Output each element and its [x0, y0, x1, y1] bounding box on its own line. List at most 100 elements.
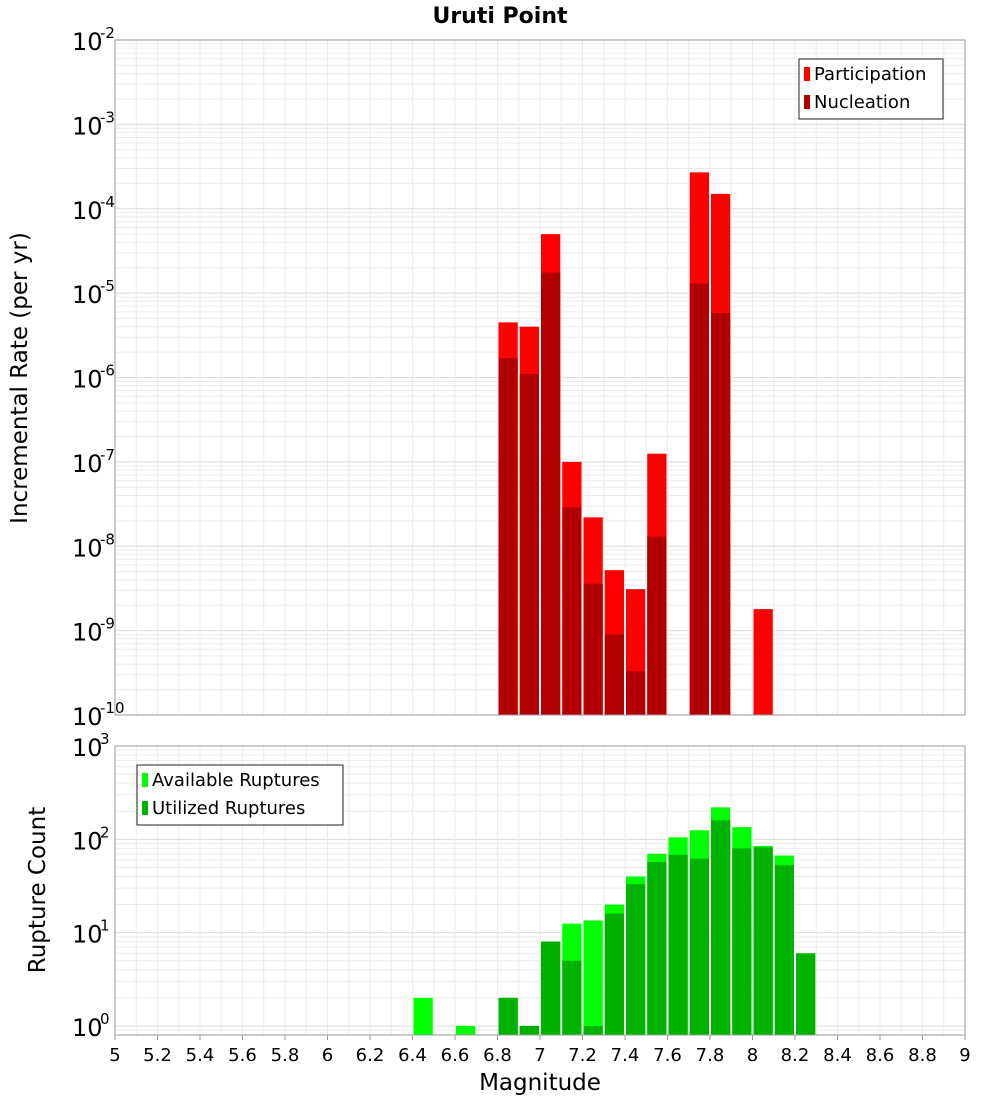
legend-box [136, 764, 344, 826]
y-tick-label: 10 [72, 197, 103, 225]
x-tick-label: 8 [747, 1045, 758, 1066]
x-tick-label: 6.6 [441, 1045, 470, 1066]
x-tick-label: 5.2 [143, 1045, 172, 1066]
nucleation-bar [626, 671, 646, 715]
y-tick-label: 10 [72, 921, 103, 949]
y-tick-label: 10 [72, 281, 103, 309]
x-tick-label: 7.8 [696, 1045, 725, 1066]
bottom-legend: Available Ruptures Utilized Ruptures [136, 764, 344, 826]
available-ruptures-bar [583, 920, 603, 1035]
available-ruptures-bar [456, 1025, 476, 1035]
nucleation-bar [498, 358, 518, 715]
legend-label: Available Ruptures [152, 770, 320, 791]
bottom-y-axis-label: Rupture Count [25, 807, 51, 973]
x-tick-label: 6 [322, 1045, 333, 1066]
nucleation-bar [519, 374, 539, 715]
top-y-axis-label: Incremental Rate (per yr) [7, 232, 33, 524]
legend-swatch [804, 67, 810, 81]
utilized-ruptures-bar [796, 953, 816, 1035]
y-tick-exponent: 0 [100, 1010, 110, 1028]
y-tick-label: 10 [72, 450, 103, 478]
x-tick-label: 5 [109, 1045, 120, 1066]
top-grid [114, 39, 966, 716]
utilized-ruptures-bar [689, 858, 709, 1035]
y-tick-exponent: 3 [100, 730, 110, 748]
x-tick-label: 6.4 [398, 1045, 427, 1066]
x-axis-label: Magnitude [479, 1070, 601, 1096]
y-tick-exponent: -7 [100, 446, 115, 464]
nucleation-bar [647, 536, 667, 715]
utilized-ruptures-bar [711, 820, 731, 1035]
y-tick-label: 10 [72, 112, 103, 140]
utilized-ruptures-bar [519, 1025, 539, 1035]
bottom-grid [114, 745, 966, 1036]
x-tick-label: 7 [534, 1045, 545, 1066]
top-bars [498, 172, 773, 715]
y-tick-exponent: -6 [100, 362, 115, 380]
top-legend: Participation Nucleation [798, 58, 944, 120]
legend-box [798, 58, 944, 120]
utilized-ruptures-bar [647, 862, 667, 1035]
x-tick-label: 8.4 [823, 1045, 852, 1066]
y-tick-label: 10 [72, 28, 103, 56]
x-tick-label: 8.8 [908, 1045, 937, 1066]
x-tick-label: 5.8 [271, 1045, 300, 1066]
utilized-ruptures-bar [732, 848, 752, 1035]
participation-bar [753, 609, 773, 715]
nucleation-bar [583, 583, 603, 715]
x-tick-label: 8.6 [866, 1045, 895, 1066]
utilized-ruptures-bar [498, 997, 518, 1035]
y-tick-label: 10 [72, 827, 103, 855]
x-tick-label: 9 [959, 1045, 970, 1066]
y-tick-exponent: -2 [100, 24, 115, 42]
utilized-ruptures-bar [753, 847, 773, 1035]
utilized-ruptures-bar [668, 854, 688, 1035]
bottom-bars [413, 807, 816, 1035]
y-tick-label: 10 [72, 534, 103, 562]
legend-swatch [142, 773, 148, 787]
chart-title: Uruti Point [432, 4, 568, 29]
y-tick-exponent: -4 [100, 193, 115, 211]
utilized-ruptures-bar [541, 941, 561, 1035]
x-tick-label: 8.2 [781, 1045, 810, 1066]
y-tick-exponent: -10 [100, 699, 125, 717]
nucleation-bar [541, 272, 561, 715]
y-tick-label: 10 [72, 366, 103, 394]
x-tick-label: 7.6 [653, 1045, 682, 1066]
y-tick-exponent: 1 [100, 917, 110, 935]
nucleation-bar [711, 313, 731, 715]
nucleation-bar [562, 507, 582, 715]
y-tick-exponent: -3 [100, 108, 115, 126]
y-tick-label: 10 [72, 1014, 103, 1042]
utilized-ruptures-bar [583, 1025, 603, 1035]
x-tick-label: 7.2 [568, 1045, 597, 1066]
x-tick-label: 7.4 [611, 1045, 640, 1066]
y-tick-label: 10 [72, 703, 103, 731]
nucleation-bar [604, 634, 624, 715]
y-tick-exponent: -5 [100, 277, 115, 295]
legend-swatch [804, 95, 810, 109]
utilized-ruptures-bar [562, 960, 582, 1035]
y-tick-label: 10 [72, 619, 103, 647]
x-tick-label: 5.4 [186, 1045, 215, 1066]
legend-label: Participation [814, 64, 926, 85]
nucleation-bar [689, 283, 709, 715]
x-tick-label: 6.8 [483, 1045, 512, 1066]
utilized-ruptures-bar [774, 865, 794, 1035]
x-tick-label: 5.6 [228, 1045, 257, 1066]
legend-label: Utilized Ruptures [152, 798, 305, 819]
y-tick-exponent: 2 [100, 823, 110, 841]
utilized-ruptures-bar [626, 884, 646, 1035]
y-tick-exponent: -9 [100, 615, 115, 633]
legend-label: Nucleation [814, 92, 910, 113]
available-ruptures-bar [413, 997, 433, 1035]
x-tick-labels: 5 5.2 5.4 5.6 5.8 6 6.2 6.4 6.6 6.8 7 7.2 7.4 7.6 7.8 8… [109, 1035, 971, 1066]
y-tick-label: 10 [72, 734, 103, 762]
top-plot-frame [114, 39, 966, 716]
x-tick-label: 6.2 [356, 1045, 385, 1066]
y-tick-exponent: -8 [100, 530, 115, 548]
legend-swatch [142, 801, 148, 815]
